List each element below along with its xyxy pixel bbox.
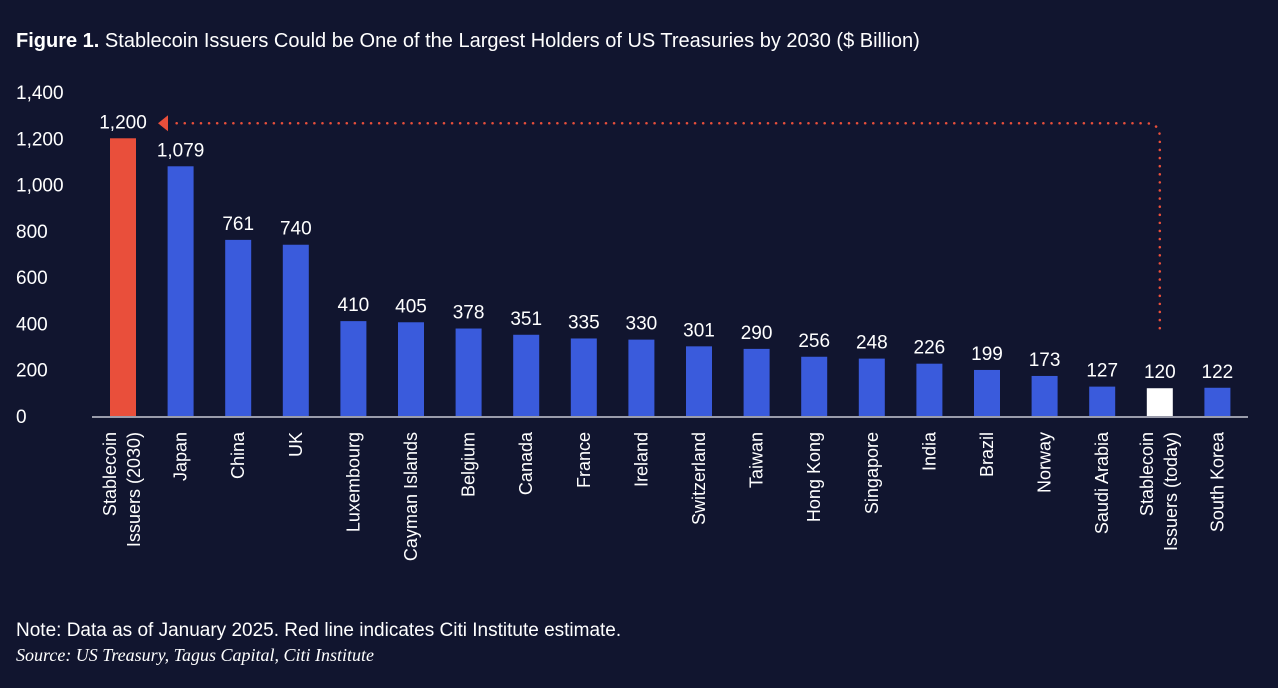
x-tick-label: Hong Kong [804,432,824,522]
bar [974,369,1000,416]
data-label: 256 [798,331,830,352]
data-label: 127 [1086,361,1118,382]
data-label: 290 [741,323,773,344]
x-tick-label: France [574,432,594,488]
x-tick-label: China [228,431,248,479]
y-tick-label: 800 [16,222,48,243]
data-label: 1,079 [157,140,205,161]
data-label: 761 [222,214,254,235]
data-label: 1,200 [99,112,147,133]
x-tick-label: Japan [171,432,191,481]
x-tick-label: India [919,431,939,471]
data-label: 226 [914,338,946,359]
bar [513,334,540,416]
y-tick-label: 1,200 [16,129,64,150]
data-label: 330 [626,314,658,335]
chart-note: Note: Data as of January 2025. Red line … [16,620,622,641]
bar [570,338,597,416]
data-label: 248 [856,333,888,354]
chart-source: Source: US Treasury, Tagus Capital, Citi… [16,645,375,665]
x-tick-label: Stablecoin Issuers (today) [1137,432,1181,551]
data-label: 122 [1202,362,1234,383]
arrow-head-icon [158,115,168,132]
bar [1089,386,1116,416]
chart-title: Figure 1. Stablecoin Issuers Could be On… [16,30,920,53]
data-label: 405 [395,296,427,317]
data-label: 351 [510,309,542,330]
data-label: 173 [1029,350,1061,371]
bar [1031,375,1058,416]
bar [743,348,770,416]
bar [225,239,252,416]
bar [1204,387,1231,416]
x-tick-label: Luxembourg [343,432,363,532]
y-tick-label: 200 [16,361,48,382]
y-tick-label: 600 [16,268,48,289]
x-tick-label: Taiwan [747,432,767,488]
data-label: 301 [683,320,715,341]
bar [110,138,136,417]
x-tick-label: Belgium [459,432,479,497]
data-label: 199 [971,344,1003,365]
x-tick-label: Canada [516,431,536,495]
data-label: 120 [1144,362,1176,383]
x-tick-label: South Korea [1207,431,1227,532]
bar [398,322,424,416]
data-label: 335 [568,312,600,333]
y-tick-label: 1,000 [16,176,64,197]
bar [801,356,828,416]
bar [282,244,309,416]
data-label: 740 [280,219,312,240]
bar [628,339,655,416]
bar [455,328,482,416]
bar [686,346,712,416]
bar [916,363,943,416]
x-tick-label: Norway [1035,432,1055,493]
bar [340,321,367,416]
dotted-arrow-line [169,122,1162,330]
y-tick-label: 1,400 [16,83,64,104]
data-label: 378 [453,303,485,324]
x-tick-label: Cayman Islands [401,432,421,561]
y-tick-label: 400 [16,314,48,335]
bar [1146,388,1173,416]
x-tick-label: Saudi Arabia [1092,431,1112,534]
x-tick-label: Switzerland [689,432,709,525]
data-label: 410 [338,295,370,316]
figure-number: Figure 1. [16,30,100,52]
x-tick-label: Stablecoin Issuers (2030) [100,432,144,547]
x-tick-label: Ireland [631,432,651,487]
x-tick-label: Brazil [977,432,997,477]
y-tick-label: 0 [16,407,27,428]
x-tick-label: Singapore [862,432,882,514]
title-text: Stablecoin Issuers Could be One of the L… [104,30,920,52]
bar [167,166,194,416]
bar [858,358,885,416]
x-tick-label: UK [286,432,306,457]
